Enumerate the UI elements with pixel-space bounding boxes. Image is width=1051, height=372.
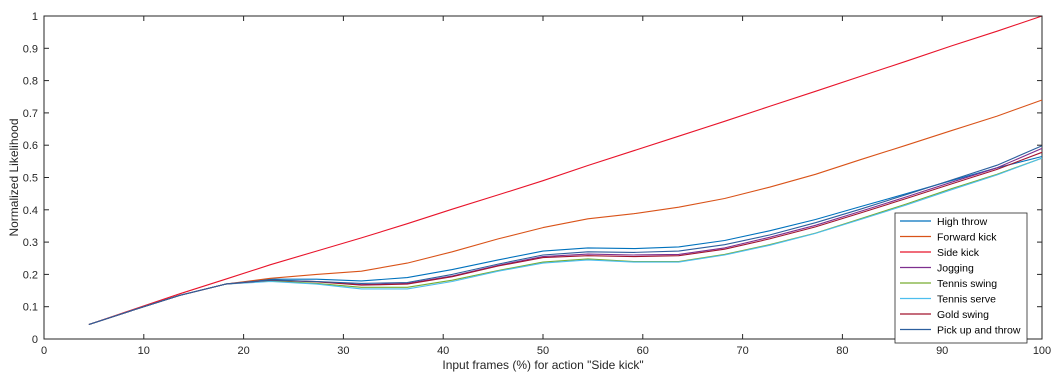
x-tick-label: 20	[237, 345, 249, 357]
series-line-side-kick	[88, 15, 1043, 326]
x-tick-label: 0	[41, 345, 47, 357]
legend-entry: Gold swing	[937, 309, 989, 321]
y-tick-label: 0.9	[23, 43, 38, 55]
x-tick-label: 50	[537, 345, 549, 357]
legend: High throw Forward kick Side kick Jogging Te…	[894, 212, 1028, 344]
y-tick-label: 0.6	[23, 140, 38, 152]
x-tick-label: 70	[736, 345, 748, 357]
y-tick-label: 0.3	[23, 237, 38, 249]
legend-entry: High throw	[937, 216, 988, 228]
plot-frame	[43, 15, 1043, 340]
y-tick-label: 0.4	[23, 205, 38, 217]
y-tick-label: 0.8	[23, 76, 38, 88]
y-axis-label: Normalized Likelihood	[7, 118, 21, 236]
y-tick-label: 0.2	[23, 269, 38, 281]
legend-entry: Tennis serve	[937, 294, 996, 306]
series-line-tennis-serve	[88, 157, 1043, 326]
legend-entry: Forward kick	[937, 232, 997, 244]
x-tick-label: 60	[637, 345, 649, 357]
x-tick-label: 30	[337, 345, 349, 357]
x-axis-label: Input frames (%) for action "Side kick"	[442, 358, 643, 372]
legend-entry: Side kick	[937, 247, 980, 259]
series-line-forward-kick	[88, 99, 1043, 326]
y-tick-label: 0.5	[23, 173, 38, 185]
x-tick-label: 90	[936, 345, 948, 357]
y-tick-label: 0.7	[23, 108, 38, 120]
axis-layer: 0 10 20 30 40 50 60 70 80 90 100 0 0.1 0.2 0.3 0.4 0.5 0.…	[23, 11, 1051, 357]
x-tick-label: 10	[138, 345, 150, 357]
y-tick-label: 0	[32, 334, 38, 346]
plot-area	[43, 15, 1043, 340]
y-tick-label: 1	[32, 11, 38, 23]
legend-entry: Jogging	[937, 263, 974, 275]
legend-entry: Pick up and throw	[937, 325, 1021, 337]
y-tick-label: 0.1	[23, 302, 38, 314]
x-tick-label: 100	[1033, 345, 1051, 357]
series-layer	[88, 15, 1043, 326]
legend-box	[894, 212, 1028, 344]
x-tick-label: 40	[437, 345, 449, 357]
series-line-pick-up-and-throw	[88, 145, 1043, 326]
legend-entry: Tennis swing	[937, 278, 997, 290]
x-tick-label: 80	[836, 345, 848, 357]
